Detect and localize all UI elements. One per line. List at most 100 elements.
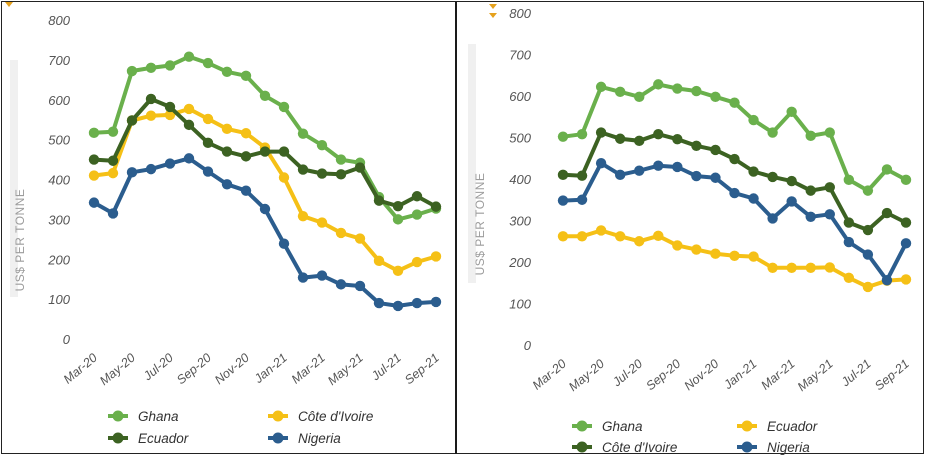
data-point	[88, 170, 100, 181]
data-point	[691, 85, 702, 97]
data-point	[145, 110, 157, 121]
x-tick-label: Jul-21	[838, 357, 874, 390]
data-point	[805, 262, 816, 274]
y-tick-label: 500	[48, 133, 70, 148]
legend-label: Côte d'Ivoire	[602, 440, 677, 455]
data-point	[653, 230, 664, 242]
data-point	[240, 128, 252, 139]
data-point	[767, 171, 778, 183]
data-point	[316, 270, 328, 281]
y-tick-label: 0	[63, 332, 71, 347]
data-point	[316, 140, 328, 151]
data-point	[183, 153, 195, 164]
legend-swatch-marker	[112, 410, 124, 422]
data-point	[183, 103, 195, 115]
data-point	[843, 174, 855, 186]
data-point	[862, 249, 874, 260]
y-tick-label: 800	[48, 13, 70, 28]
data-point	[411, 256, 423, 268]
data-point	[354, 162, 366, 173]
data-point	[278, 146, 290, 157]
data-point	[202, 166, 214, 177]
data-point	[653, 128, 664, 140]
data-point	[767, 127, 778, 138]
data-point	[595, 225, 607, 236]
data-point	[900, 174, 912, 186]
data-point	[767, 262, 778, 274]
data-point	[221, 66, 233, 78]
data-point	[576, 128, 588, 140]
data-point	[354, 233, 366, 244]
x-tick-label: Nov-20	[682, 357, 722, 394]
data-point	[335, 279, 347, 290]
data-point	[145, 93, 157, 105]
data-point	[767, 213, 778, 224]
series-line-nigeria	[92, 156, 438, 308]
legend-swatch-marker	[576, 441, 588, 453]
x-tick-label: May-21	[325, 351, 366, 389]
data-point	[614, 169, 626, 181]
data-point	[240, 151, 252, 162]
y-tick-label: 700	[509, 48, 531, 63]
legend-swatch-marker	[576, 420, 588, 432]
data-point	[107, 167, 119, 179]
data-point	[183, 119, 195, 131]
data-point	[107, 155, 119, 166]
data-point	[240, 70, 252, 82]
data-point	[88, 127, 100, 139]
data-point	[614, 86, 626, 98]
x-tick-label: Sep-20	[174, 351, 214, 388]
data-point	[634, 165, 645, 176]
data-point	[881, 275, 893, 286]
data-point	[862, 281, 874, 293]
data-point	[221, 179, 233, 190]
data-point	[164, 60, 176, 71]
data-point	[881, 207, 893, 219]
y-tick-label: 0	[524, 338, 532, 353]
x-tick-label: May-20	[566, 357, 607, 395]
y-tick-label: 300	[48, 212, 70, 227]
data-point	[145, 62, 157, 74]
data-point	[672, 240, 683, 251]
x-tick-label: Mar-20	[61, 351, 100, 387]
data-point	[729, 153, 740, 165]
data-point	[786, 106, 797, 117]
data-point	[786, 262, 797, 274]
data-point	[430, 296, 442, 308]
data-point	[824, 209, 835, 220]
data-point	[710, 172, 721, 183]
chevron-down-icon	[489, 13, 497, 18]
data-point	[843, 217, 855, 228]
data-point	[259, 90, 271, 101]
data-point	[202, 57, 214, 69]
data-point	[221, 146, 233, 157]
y-axis-label: US$ PER TONNE	[13, 189, 27, 292]
legend-swatch-marker	[272, 432, 284, 444]
data-point	[557, 131, 569, 142]
data-point	[634, 236, 645, 247]
data-point	[430, 251, 442, 262]
data-point	[576, 231, 588, 242]
data-point	[710, 144, 721, 156]
data-point	[126, 167, 138, 178]
data-point	[824, 262, 835, 273]
legend-swatch-marker	[272, 410, 284, 422]
data-point	[335, 169, 347, 180]
data-point	[786, 196, 797, 207]
data-point	[672, 161, 683, 173]
data-point	[392, 265, 404, 277]
chart-left: US$ PER TONNE 0 100 200 300 400 500 600 700 800 Ma…	[10, 13, 442, 446]
data-point	[843, 272, 855, 283]
data-point	[392, 201, 404, 212]
data-point	[843, 236, 855, 248]
series-line-ghana	[92, 54, 438, 222]
x-tick-label: Mar-20	[530, 357, 569, 393]
y-tick-label: 400	[48, 173, 70, 188]
data-point	[672, 83, 683, 94]
data-point	[164, 109, 176, 121]
series-line-c-te-d-ivoire	[92, 106, 438, 273]
data-point	[202, 113, 214, 125]
data-point	[595, 158, 607, 169]
data-point	[710, 91, 721, 103]
data-point	[576, 170, 588, 181]
